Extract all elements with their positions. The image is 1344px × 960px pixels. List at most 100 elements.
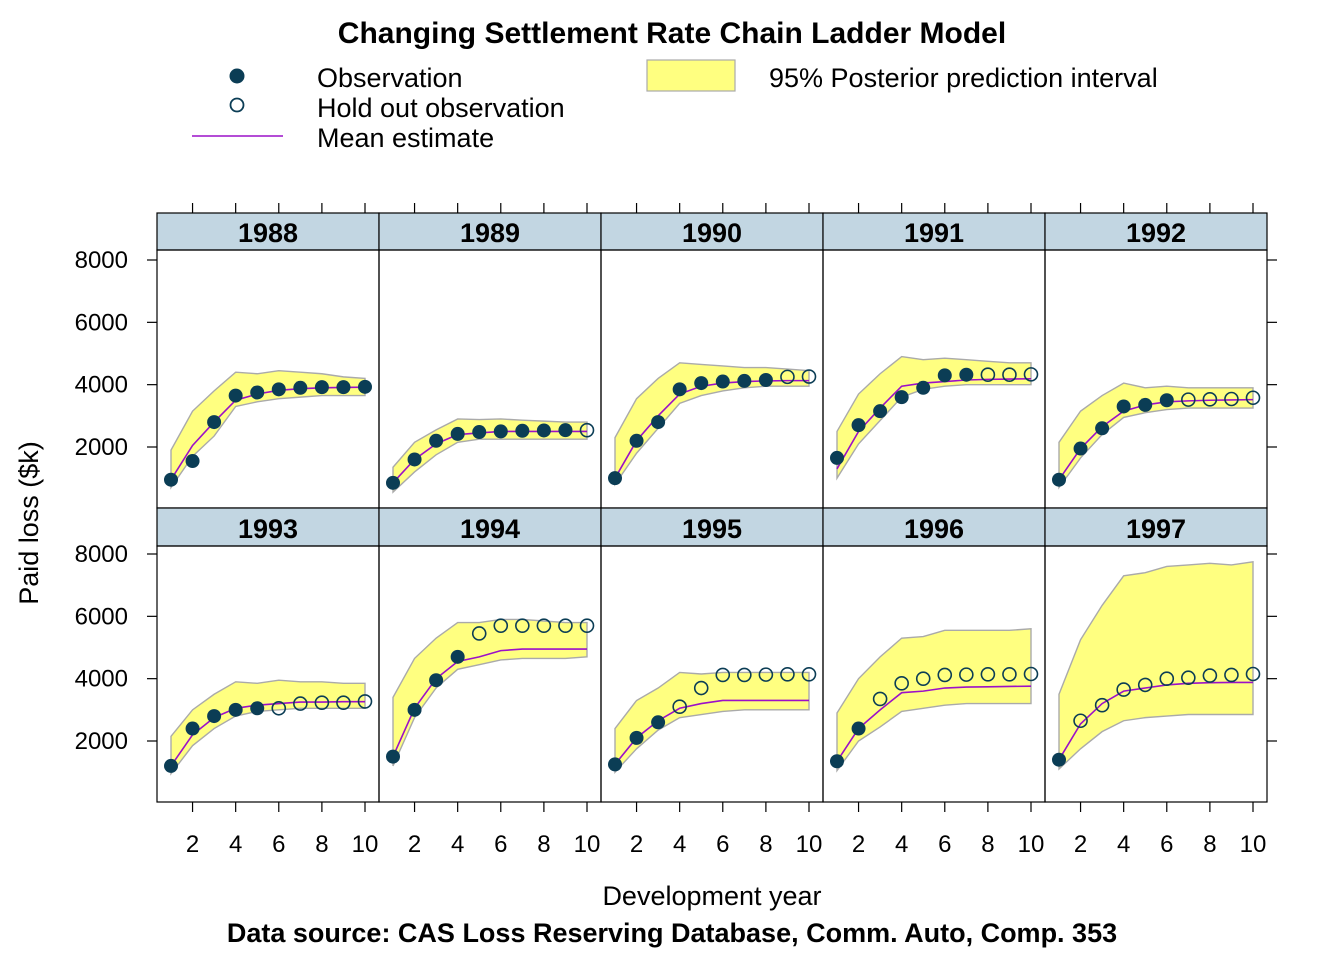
holdout-point — [1002, 667, 1017, 682]
observation-point — [851, 418, 866, 433]
holdout-point — [737, 667, 752, 683]
x-tick-label: 10 — [1018, 831, 1045, 858]
observation-point — [1052, 752, 1066, 767]
observation-point — [651, 415, 666, 430]
observation-point — [672, 382, 687, 397]
x-tick-label: 2 — [630, 831, 643, 858]
holdout-point — [1181, 670, 1196, 686]
x-tick-label: 10 — [574, 831, 601, 858]
mean-estimate-line — [170, 700, 365, 767]
observation-point — [536, 423, 551, 438]
observation-point — [1159, 393, 1174, 408]
holdout-point — [758, 667, 774, 682]
panel-grid: 1988 1989 1990 1991 1992 1993 2 4 6 8 10 1994 2 4 6 8 10… — [75, 203, 1277, 858]
mean-estimate-line — [1058, 398, 1254, 481]
holdout-point — [693, 680, 709, 696]
mean-estimate-line — [836, 377, 1032, 470]
holdout-point — [1002, 367, 1017, 382]
x-tick-label: 8 — [1203, 831, 1216, 858]
observation-point — [450, 426, 465, 441]
panel-strip — [1044, 212, 1268, 251]
holdout-point — [1224, 391, 1239, 407]
x-tick-label: 2 — [186, 831, 199, 858]
panel-1996: 1996 2 4 6 8 10 — [822, 507, 1046, 858]
y-tick-label: 2000 — [75, 728, 128, 755]
y-tick-label: 2000 — [75, 434, 128, 461]
x-tick-label: 8 — [537, 831, 550, 858]
observation-point — [830, 450, 844, 465]
holdout-point — [1224, 667, 1239, 683]
x-tick-label: 4 — [673, 831, 686, 858]
observation-point — [185, 721, 200, 736]
x-tick-label: 6 — [1160, 831, 1173, 858]
holdout-point — [894, 676, 909, 691]
panel-strip — [600, 507, 824, 547]
holdout-point — [801, 667, 817, 682]
prediction-interval-band — [1058, 382, 1254, 490]
prediction-interval-band — [614, 671, 810, 774]
observation-point — [894, 390, 909, 405]
panel-strip-label: 1988 — [238, 218, 298, 248]
observation-point — [1116, 399, 1131, 414]
prediction-interval-band — [170, 369, 366, 490]
holdout-point — [1245, 390, 1261, 406]
holdout-point — [715, 667, 731, 683]
prediction-interval-band — [614, 362, 810, 487]
holdout-point — [1159, 671, 1175, 686]
x-tick-label: 6 — [938, 831, 951, 858]
holdout-point — [1202, 668, 1218, 683]
panel-1990: 1990 — [600, 203, 824, 509]
legend-interval-swatch — [646, 59, 736, 92]
observation-point — [386, 475, 400, 490]
panel-strip-label: 1995 — [682, 514, 742, 544]
observation-point — [407, 702, 422, 717]
y-tick-label: 4000 — [75, 372, 128, 399]
x-tick-label: 8 — [759, 831, 772, 858]
holdout-point — [536, 618, 552, 633]
observation-point — [250, 385, 265, 400]
mean-estimate-line — [836, 685, 1032, 762]
y-tick-label: 6000 — [75, 309, 128, 336]
observation-point — [336, 380, 351, 395]
x-axis-label: Development year — [602, 881, 821, 911]
panel-strip-label: 1993 — [238, 514, 298, 544]
x-tick-label: 6 — [494, 831, 507, 858]
holdout-point — [1023, 367, 1039, 382]
y-tick-label: 8000 — [75, 247, 128, 274]
mean-estimate-line — [614, 379, 809, 479]
caption: Data source: CAS Loss Reserving Database… — [227, 918, 1117, 948]
x-tick-label: 8 — [981, 831, 994, 858]
panel-strip — [1044, 507, 1268, 547]
panel-1995: 1995 2 4 6 8 10 — [600, 507, 824, 858]
legend-observation-marker — [229, 68, 245, 84]
y-axis-label: Paid loss ($k) — [14, 441, 44, 605]
observation-point — [407, 452, 422, 467]
holdout-point — [271, 700, 287, 716]
y-tick-label: 8000 — [75, 541, 128, 568]
observation-point — [851, 721, 866, 736]
observation-point — [715, 374, 730, 389]
panel-strip-label: 1989 — [460, 218, 520, 248]
holdout-point — [314, 695, 330, 710]
observation-point — [1138, 397, 1153, 412]
holdout-point — [1202, 392, 1218, 407]
observation-point — [164, 758, 178, 773]
holdout-point — [780, 667, 795, 682]
holdout-point — [579, 422, 595, 438]
panel-strip-label: 1992 — [1126, 218, 1186, 248]
observation-point — [450, 649, 465, 664]
x-tick-label: 2 — [1074, 831, 1087, 858]
holdout-point — [980, 667, 996, 682]
observation-point — [271, 382, 286, 397]
panel-frame — [1044, 545, 1268, 803]
observation-point — [608, 757, 622, 772]
holdout-point — [780, 369, 795, 385]
observation-point — [758, 372, 773, 387]
x-tick-label: 8 — [315, 831, 328, 858]
x-tick-label: 10 — [796, 831, 823, 858]
panel-strip — [822, 212, 1046, 251]
holdout-point — [980, 367, 996, 382]
observation-point — [959, 367, 974, 382]
observation-point — [1052, 472, 1066, 487]
x-tick-label: 6 — [272, 831, 285, 858]
